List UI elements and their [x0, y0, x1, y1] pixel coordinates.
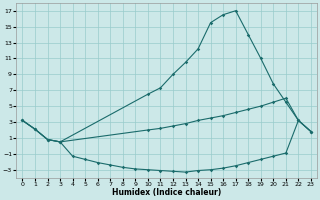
X-axis label: Humidex (Indice chaleur): Humidex (Indice chaleur) [112, 188, 221, 197]
